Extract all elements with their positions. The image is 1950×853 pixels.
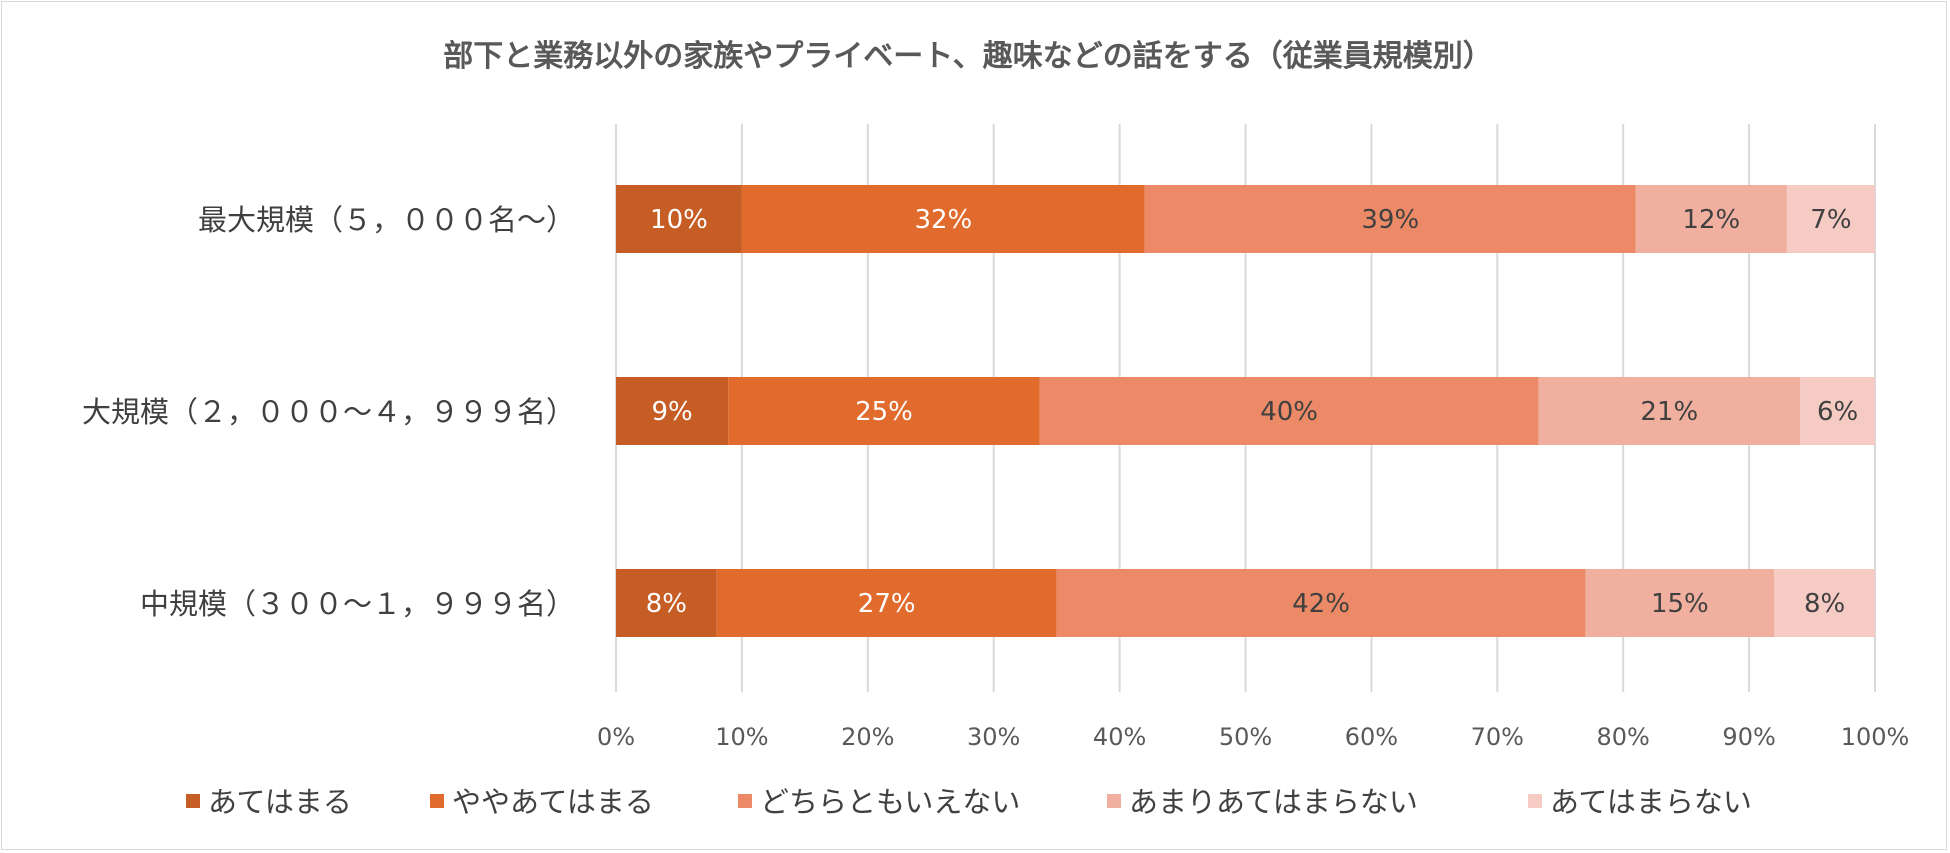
legend-swatch (738, 794, 752, 808)
legend-label: あてはまらない (1550, 785, 1752, 819)
x-tick-label: 50% (1219, 723, 1272, 751)
x-tick-label: 80% (1597, 723, 1650, 751)
chart-title: 部下と業務以外の家族やプライベート、趣味などの話をする（従業員規模別） (443, 39, 1492, 74)
legend-label: あてはまる (208, 785, 352, 819)
x-tick-label: 100% (1841, 723, 1910, 751)
data-label: 40% (1260, 397, 1318, 427)
data-label: 21% (1640, 397, 1698, 427)
bar-segment (1800, 377, 1875, 445)
legend-label: どちらともいえない (760, 785, 1020, 819)
x-tick-label: 30% (967, 723, 1020, 751)
x-tick-label: 10% (715, 723, 768, 751)
data-label: 8% (1804, 589, 1845, 619)
bars: 10% 32% 39% 12% 7% 9% 25% 40% 21% 6% 8% 27% 42% 15% 8% (616, 185, 1875, 637)
x-tick-label: 70% (1471, 723, 1524, 751)
legend-swatch (430, 794, 444, 808)
x-tick-labels: 0% 10% 20% 30% 40% 50% 60% 70% 80% 90% 100% (597, 723, 1909, 751)
legend-label: あまりあてはまらない (1129, 785, 1418, 819)
data-label: 27% (858, 589, 916, 619)
data-label: 42% (1292, 589, 1350, 619)
bar-segment (1635, 185, 1787, 253)
data-label: 10% (650, 205, 708, 235)
x-tick-label: 0% (597, 723, 635, 751)
x-tick-label: 60% (1345, 723, 1398, 751)
data-label: 6% (1817, 397, 1858, 427)
bar-segment (741, 185, 1145, 253)
category-label: 最大規模（５，０００名～） (198, 203, 575, 237)
legend-label: ややあてはまる (452, 785, 654, 819)
bar-segment (616, 569, 717, 637)
data-label: 9% (651, 397, 692, 427)
x-tick-label: 20% (841, 723, 894, 751)
bar-segment (1786, 185, 1875, 253)
legend-swatch (1528, 794, 1542, 808)
category-label: 中規模（３００～１，９９９名） (140, 587, 575, 621)
category-labels: 最大規模（５，０００名～） 大規模（２，０００～４，９９９名） 中規模（３００～１，… (82, 203, 575, 621)
data-label: 39% (1361, 205, 1419, 235)
bar-segment (616, 377, 729, 445)
category-label: 大規模（２，０００～４，９９９名） (82, 395, 575, 429)
data-label: 12% (1682, 205, 1740, 235)
bar-segment (1774, 569, 1875, 637)
bar-segment (1056, 569, 1586, 637)
data-label: 32% (914, 205, 972, 235)
bar-segment (1538, 377, 1801, 445)
bar-segment (616, 185, 742, 253)
data-label: 15% (1651, 589, 1709, 619)
legend-swatch (186, 794, 200, 808)
data-label: 7% (1810, 205, 1851, 235)
legend-swatch (1107, 794, 1121, 808)
bar-segment (1039, 377, 1539, 445)
bar-segment (1585, 569, 1775, 637)
legend: あてはまる ややあてはまる どちらともいえない あまりあてはまらない あてはまらない (186, 785, 1752, 819)
bar-segment (716, 569, 1057, 637)
bar-segment (1144, 185, 1636, 253)
data-label: 25% (855, 397, 913, 427)
x-tick-label: 40% (1093, 723, 1146, 751)
data-label: 8% (646, 589, 687, 619)
x-tick-label: 90% (1722, 723, 1775, 751)
bar-segment (728, 377, 1040, 445)
